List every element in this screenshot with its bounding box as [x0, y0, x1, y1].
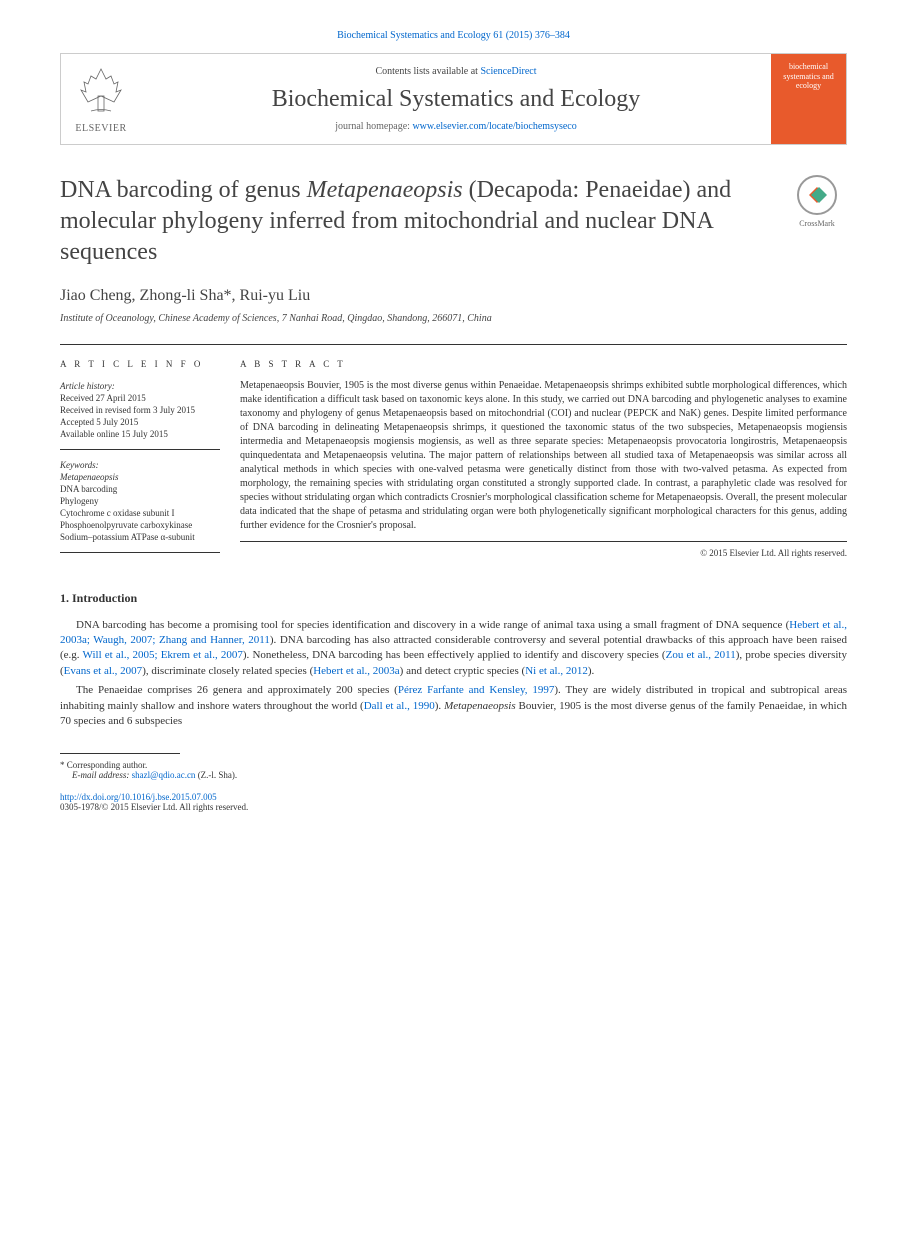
text-fragment: ), discriminate closely related species … — [142, 665, 313, 677]
citation-ref[interactable]: Pérez Farfante and Kensley, 1997 — [398, 684, 555, 696]
article-info-column: A R T I C L E I N F O Article history: R… — [60, 359, 240, 561]
section-heading-intro: 1. Introduction — [60, 591, 847, 606]
authors-list: Jiao Cheng, Zhong-li Sha*, Rui-yu Liu — [60, 287, 847, 305]
revised-date: Received in revised form 3 July 2015 — [60, 405, 220, 415]
contents-prefix: Contents lists available at — [375, 66, 480, 77]
abstract-copyright: © 2015 Elsevier Ltd. All rights reserved… — [240, 548, 847, 558]
journal-cover-thumbnail: biochemical systematics and ecology — [771, 54, 846, 144]
text-fragment: ). — [588, 665, 594, 677]
homepage-line: journal homepage: www.elsevier.com/locat… — [151, 121, 761, 132]
footer-separator — [60, 753, 180, 754]
citation-ref[interactable]: Hebert et al., 2003a — [313, 665, 399, 677]
article-info-heading: A R T I C L E I N F O — [60, 359, 220, 369]
text-fragment: ). — [435, 700, 444, 712]
doi-line: http://dx.doi.org/10.1016/j.bse.2015.07.… — [60, 792, 847, 802]
abstract-column: A B S T R A C T Metapenaeopsis Bouvier, … — [240, 359, 847, 561]
crossmark-badge[interactable]: CrossMark — [787, 175, 847, 228]
contents-available-line: Contents lists available at ScienceDirec… — [151, 66, 761, 77]
email-link[interactable]: shazl@qdio.ac.cn — [132, 770, 196, 780]
intro-paragraph-2: The Penaeidae comprises 26 genera and ap… — [60, 683, 847, 729]
keyword: DNA barcoding — [60, 484, 220, 494]
citation-ref[interactable]: Dall et al., 1990 — [364, 700, 435, 712]
crossmark-label: CrossMark — [787, 219, 847, 228]
elsevier-tree-icon — [76, 64, 126, 119]
email-line: E-mail address: shazl@qdio.ac.cn (Z.-l. … — [60, 770, 847, 780]
text-fragment: DNA barcoding has become a promising too… — [76, 619, 789, 631]
publisher-logo: ELSEVIER — [61, 54, 141, 144]
header-center: Contents lists available at ScienceDirec… — [141, 54, 771, 144]
journal-header-box: ELSEVIER Contents lists available at Sci… — [60, 53, 847, 145]
keyword: Phylogeny — [60, 496, 220, 506]
corresponding-author-note: * Corresponding author. — [60, 760, 847, 770]
online-date: Available online 15 July 2015 — [60, 429, 220, 439]
intro-paragraph-1: DNA barcoding has become a promising too… — [60, 618, 847, 680]
doi-link[interactable]: http://dx.doi.org/10.1016/j.bse.2015.07.… — [60, 792, 217, 802]
keyword: Cytochrome c oxidase subunit I — [60, 508, 220, 518]
homepage-prefix: journal homepage: — [335, 121, 412, 132]
genus-name: Metapenaeopsis — [444, 700, 515, 712]
abstract-heading: A B S T R A C T — [240, 359, 847, 369]
citation-ref[interactable]: Will et al., 2005; Ekrem et al., 2007 — [83, 649, 243, 661]
citation-header: Biochemical Systematics and Ecology 61 (… — [60, 30, 847, 41]
text-fragment: The Penaeidae comprises 26 genera and ap… — [76, 684, 398, 696]
keyword: Sodium–potassium ATPase α-subunit — [60, 532, 220, 542]
keywords-label: Keywords: — [60, 458, 220, 470]
citation-ref[interactable]: Evans et al., 2007 — [64, 665, 143, 677]
received-date: Received 27 April 2015 — [60, 393, 220, 403]
text-fragment: ) and detect cryptic species ( — [400, 665, 526, 677]
citation-ref[interactable]: Zou et al., 2011 — [666, 649, 736, 661]
email-label: E-mail address: — [72, 770, 132, 780]
author-affiliation: Institute of Oceanology, Chinese Academy… — [60, 313, 847, 324]
crossmark-icon — [797, 175, 837, 215]
publisher-name: ELSEVIER — [75, 123, 126, 134]
issn-copyright-line: 0305-1978/© 2015 Elsevier Ltd. All right… — [60, 802, 847, 812]
accepted-date: Accepted 5 July 2015 — [60, 417, 220, 427]
homepage-link[interactable]: www.elsevier.com/locate/biochemsyseco — [412, 121, 576, 132]
sciencedirect-link[interactable]: ScienceDirect — [480, 66, 536, 77]
journal-name: Biochemical Systematics and Ecology — [151, 86, 761, 113]
abstract-text: Metapenaeopsis Bouvier, 1905 is the most… — [240, 379, 847, 542]
keyword: Phosphoenolpyruvate carboxykinase — [60, 520, 220, 530]
keyword: Metapenaeopsis — [60, 472, 220, 482]
email-attribution: (Z.-l. Sha). — [195, 770, 237, 780]
article-title: DNA barcoding of genus Metapenaeopsis (D… — [60, 175, 787, 269]
citation-ref[interactable]: Ni et al., 2012 — [525, 665, 588, 677]
text-fragment: ). Nonetheless, DNA barcoding has been e… — [243, 649, 666, 661]
history-label: Article history: — [60, 379, 220, 391]
